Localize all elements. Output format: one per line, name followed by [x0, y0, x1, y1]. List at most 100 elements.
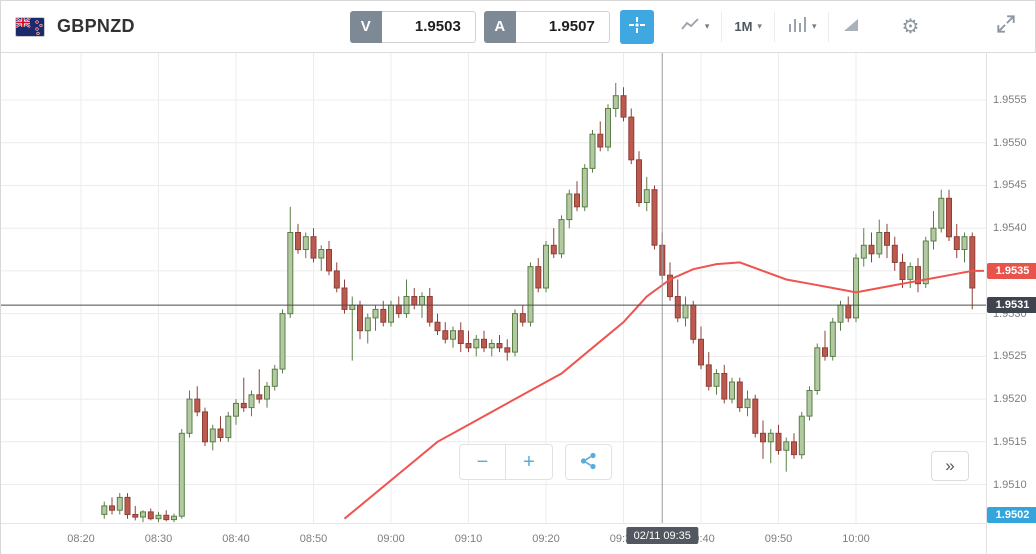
candle — [527, 262, 534, 327]
candle — [744, 390, 751, 417]
price-axis[interactable]: 1.95551.95501.95451.95401.95351.95301.95… — [986, 53, 1036, 554]
time-tick-label: 08:20 — [67, 533, 95, 545]
candle — [845, 296, 852, 323]
time-tick-label: 09:50 — [764, 533, 793, 545]
candle — [721, 364, 728, 404]
analysis-tool-button[interactable] — [828, 11, 873, 42]
buy-button[interactable]: A — [483, 10, 516, 43]
crosshair-time-badge: 02/11 09:35 — [626, 527, 698, 544]
candle — [442, 322, 449, 344]
candle — [512, 309, 518, 357]
candle — [171, 513, 177, 523]
sell-price[interactable]: 1.9503 — [381, 10, 476, 43]
expand-fullscreen-icon[interactable] — [995, 13, 1017, 40]
candle — [729, 377, 735, 404]
crosshair-icon — [627, 15, 647, 38]
candle — [705, 352, 712, 391]
candle — [876, 219, 883, 259]
candle — [628, 108, 635, 165]
candle — [124, 493, 131, 519]
candle — [938, 189, 945, 233]
candle — [109, 497, 115, 515]
candle — [915, 258, 921, 293]
time-tick-label: 08:30 — [144, 533, 173, 545]
time-tick-label: 09:10 — [454, 533, 483, 545]
candle — [891, 236, 898, 271]
price-tick-label: 1.9520 — [993, 393, 1027, 406]
candle — [651, 185, 658, 250]
chart-svg — [1, 53, 986, 523]
zoom-out-button[interactable]: − — [459, 444, 506, 480]
zoom-controls: − + — [459, 444, 612, 480]
crosshair-tool-button[interactable] — [619, 9, 654, 44]
plot-area[interactable] — [1, 53, 986, 523]
candle — [899, 253, 906, 288]
candle — [488, 339, 495, 357]
time-tick-label: 10:00 — [842, 533, 870, 545]
candle — [946, 189, 952, 241]
candle — [140, 510, 146, 523]
scroll-to-latest-button[interactable]: » — [931, 451, 969, 481]
candle — [806, 386, 813, 421]
candle — [907, 262, 914, 288]
candle — [450, 326, 456, 348]
buy-price[interactable]: 1.9507 — [515, 10, 610, 43]
candle — [767, 429, 774, 464]
time-axis[interactable]: 08:20 08:30 08:40 08:50 09:00 09:10 09:20 09:30… — [1, 523, 986, 554]
candle — [372, 305, 379, 331]
candle — [589, 129, 596, 173]
candle — [930, 211, 937, 250]
candle — [752, 394, 759, 438]
bars-chart-icon — [787, 15, 807, 38]
candle — [698, 326, 704, 370]
candle — [674, 279, 681, 323]
candle — [620, 87, 627, 122]
candle — [860, 228, 867, 267]
candle — [643, 176, 650, 212]
candle — [612, 82, 619, 118]
sell-button[interactable]: V — [349, 10, 382, 43]
settings-gear-icon[interactable]: ⚙ — [901, 16, 920, 38]
candle — [264, 382, 270, 408]
timeframe-label: 1M — [734, 19, 753, 34]
candle — [574, 181, 580, 212]
candle — [310, 228, 317, 263]
candle — [248, 390, 255, 417]
candle — [605, 104, 611, 152]
candle — [481, 330, 487, 353]
candle — [667, 262, 673, 301]
candle — [209, 424, 216, 451]
candle — [295, 223, 301, 254]
candle — [504, 339, 511, 361]
share-button[interactable] — [565, 444, 612, 480]
candle — [798, 411, 805, 459]
zoom-in-button[interactable]: + — [506, 444, 553, 480]
chevron-down-icon: ▾ — [811, 21, 817, 31]
price-tick-label: 1.9545 — [993, 179, 1027, 192]
chart-type-dropdown[interactable]: ▾ — [668, 12, 722, 42]
instrument-flag-icon — [15, 16, 45, 37]
candle — [147, 508, 154, 521]
share-icon — [579, 451, 599, 474]
candle — [364, 313, 371, 344]
candle — [853, 253, 859, 323]
price-tick-label: 1.9555 — [993, 94, 1027, 106]
candle-style-dropdown[interactable]: ▾ — [773, 11, 829, 42]
candle — [791, 433, 797, 459]
candle — [713, 369, 720, 395]
candle — [132, 505, 139, 521]
chart-tools: ▾ 1M ▾ ▾ — [668, 1, 1021, 53]
candle — [682, 296, 689, 327]
candle — [558, 215, 565, 259]
ma-value-badge: 1.9535 — [987, 262, 1036, 279]
candle — [473, 335, 480, 357]
time-tick-label: 08:40 — [222, 533, 250, 545]
candle — [543, 241, 549, 293]
candle — [535, 258, 542, 293]
instrument-symbol: GBPNZD — [57, 16, 135, 36]
timeframe-dropdown[interactable]: 1M ▾ — [721, 11, 774, 42]
candle — [202, 407, 208, 447]
candle — [341, 279, 348, 314]
candle — [302, 232, 309, 259]
